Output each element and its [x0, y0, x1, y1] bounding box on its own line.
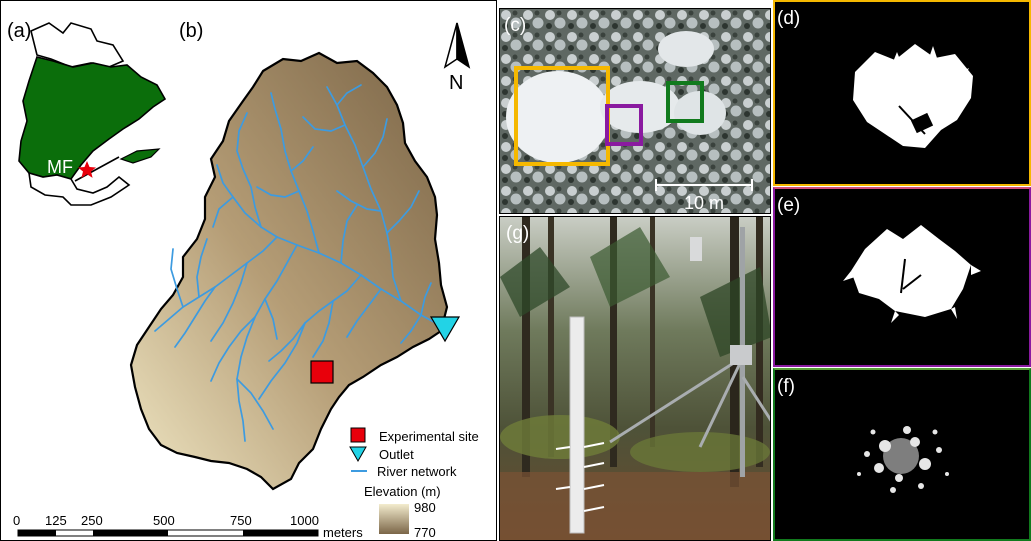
map-legend: Experimental site Outlet River network E…	[349, 427, 479, 540]
inset-south	[28, 171, 131, 206]
drone-photo-panel: 10 m (c)	[499, 8, 771, 214]
scale-tick-5: 1000	[290, 513, 319, 528]
watershed	[129, 51, 461, 491]
clearing-top	[658, 31, 714, 67]
scale-tick-1: 125	[45, 513, 67, 528]
scale-tick-3: 500	[153, 513, 175, 528]
legend-elevation-ramp	[379, 504, 409, 534]
panel-label-e: (e)	[777, 195, 800, 216]
gap-box-f	[666, 81, 704, 123]
legend-elevation-title: Elevation (m)	[364, 484, 441, 499]
north-arrow: N	[443, 22, 471, 94]
panel-label-b: (b)	[179, 20, 203, 42]
scale-tick-0: 0	[13, 513, 20, 528]
inset-map: MF	[18, 22, 167, 206]
panel-label-g: (g)	[506, 223, 529, 244]
clearing-large	[506, 71, 610, 163]
panel-label-f: (f)	[777, 376, 795, 397]
outlet-marker	[429, 316, 461, 343]
legend-site-symbol	[350, 427, 366, 443]
photo-scale-text: 10 m	[684, 193, 724, 213]
gap-box-e	[605, 104, 643, 146]
inset-province	[18, 56, 167, 180]
forest-site-photo: (g)	[500, 217, 770, 540]
scale-tick-4: 750	[230, 513, 252, 528]
inset-island	[119, 148, 161, 164]
scale-unit: meters	[323, 525, 363, 540]
legend-river-label: River network	[377, 464, 457, 479]
watershed-boundary	[129, 51, 449, 491]
canopy-gap-d: (d)	[777, 8, 973, 148]
canopy-gap-f: (f)	[777, 376, 949, 493]
hemispherical-photo-e: (e)	[773, 187, 1031, 367]
watershed-map: MF	[7, 20, 479, 540]
canopy-gap-e: (e)	[777, 195, 981, 323]
legend-elevation-min: 770	[414, 525, 436, 540]
panel-label-d: (d)	[777, 8, 800, 29]
panel-label-c: (c)	[504, 15, 526, 36]
scale-tick-2: 250	[81, 513, 103, 528]
inset-marker-label: MF	[47, 157, 73, 177]
snow-stake	[569, 316, 585, 534]
legend-elevation-max: 980	[414, 500, 436, 515]
north-label: N	[449, 72, 463, 94]
hemispherical-photo-f: (f)	[773, 368, 1031, 541]
hemispherical-photo-d: (d)	[773, 0, 1031, 186]
legend-outlet-symbol	[349, 446, 367, 463]
forest-photo-panel: (g)	[499, 216, 771, 541]
map-panel: MF	[0, 0, 497, 541]
river-network	[154, 84, 444, 442]
experimental-site-marker	[310, 360, 334, 384]
panel-label-a: (a)	[7, 20, 31, 42]
inset-land-north	[30, 22, 125, 68]
legend-outlet-label: Outlet	[379, 447, 414, 462]
legend-site-label: Experimental site	[379, 429, 479, 444]
site-star	[78, 161, 96, 178]
scale-bar: 0 125 250 500 750 1000 meters	[13, 513, 363, 540]
snowy-canopy-photo: 10 m (c)	[500, 9, 770, 213]
